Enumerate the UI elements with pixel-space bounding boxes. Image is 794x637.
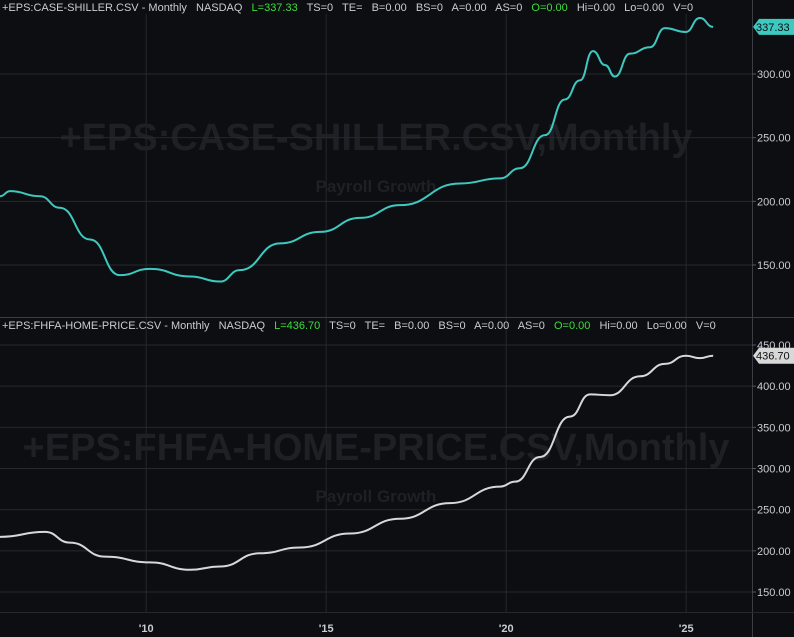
watermark-subtitle: Payroll Growth (316, 177, 437, 196)
legend-open: O=0.00 (531, 2, 568, 14)
legend-stat: AS=0 (517, 320, 545, 332)
legend-last: L=337.33 (251, 2, 298, 14)
y-tick-label: 200.00 (757, 196, 791, 208)
legend-stat: BS=0 (438, 320, 466, 332)
legend-stat: TE= (342, 2, 363, 14)
legend-stat: BS=0 (415, 2, 444, 14)
y-tick-label: 150.00 (757, 587, 791, 599)
last-value-label: 436.70 (756, 351, 790, 363)
last-value-badge (753, 347, 794, 364)
legend-stat: B=0.00 (394, 320, 430, 332)
legend-stat: AS=0 (495, 2, 523, 14)
legend-stat: Lo=0.00 (624, 2, 665, 14)
y-tick-label: 350.00 (757, 422, 791, 434)
legend-bottom: +EPS:FHFA-HOME-PRICE.CSV - Monthly NASDA… (2, 320, 722, 332)
legend-exchange: NASDAQ (218, 320, 266, 332)
y-tick-label: 250.00 (757, 133, 791, 145)
legend-title: +EPS:CASE-SHILLER.CSV - Monthly (2, 2, 187, 14)
y-tick-label: 150.00 (757, 260, 791, 272)
last-value-label: 337.33 (756, 22, 790, 34)
legend-top: +EPS:CASE-SHILLER.CSV - Monthly NASDAQ L… (2, 2, 699, 14)
series-line (0, 354, 714, 571)
y-tick-label: 300.00 (757, 69, 791, 81)
legend-exchange: NASDAQ (196, 2, 243, 14)
x-tick-label: '20 (499, 623, 514, 635)
legend-stat: TS=0 (306, 2, 334, 14)
legend-title: +EPS:FHFA-HOME-PRICE.CSV - Monthly (2, 320, 210, 332)
watermark: +EPS:FHFA-HOME-PRICE.CSV,Monthly (23, 427, 730, 469)
x-tick-label: '15 (319, 623, 334, 635)
legend-last: L=436.70 (274, 320, 321, 332)
legend-stat: Lo=0.00 (646, 320, 687, 332)
x-tick-label: '25 (679, 623, 694, 635)
legend-stat: Hi=0.00 (576, 2, 616, 14)
legend-stat: TE= (364, 320, 386, 332)
last-value-badge (753, 18, 794, 35)
legend-stat: V=0 (695, 320, 716, 332)
legend-stat: A=0.00 (451, 2, 487, 14)
legend-stat: Hi=0.00 (599, 320, 638, 332)
legend-open: O=0.00 (553, 320, 591, 332)
series-line (0, 16, 714, 283)
legend-stat: V=0 (673, 2, 694, 14)
legend-stat: B=0.00 (371, 2, 407, 14)
y-tick-label: 300.00 (757, 464, 791, 476)
y-tick-label: 200.00 (757, 546, 791, 558)
x-tick-label: '10 (139, 623, 154, 635)
watermark-subtitle: Payroll Growth (316, 487, 437, 506)
legend-stat: TS=0 (329, 320, 356, 332)
y-tick-label: 250.00 (757, 505, 791, 517)
y-tick-label: 400.00 (757, 381, 791, 393)
legend-stat: A=0.00 (474, 320, 510, 332)
